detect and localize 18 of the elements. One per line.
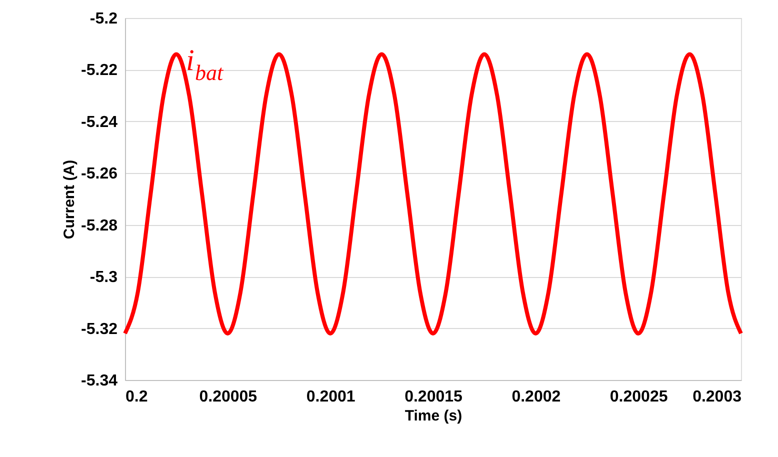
y-tick-label: -5.34 [81,372,118,390]
x-tick-label: 0.20005 [199,388,258,406]
y-tick-label: -5.26 [81,166,118,183]
x-tick-label: 0.2001 [306,388,356,406]
y-axis-title: Current (A) [61,160,78,240]
y-tick-label: -5.3 [90,269,118,286]
x-tick-label: 0.2002 [512,388,561,406]
x-tick-label: 0.2003 [692,388,742,406]
y-tick-label: -5.28 [81,217,118,234]
y-tick-label: -5.24 [81,114,118,131]
y-tick-label: -5.22 [81,62,118,80]
x-tick-label: 0.2 [126,388,148,406]
x-axis-title: Time (s) [404,408,462,424]
line-series [123,52,743,336]
y-tick-label: -5.32 [81,320,118,338]
x-tick-label: 0.20025 [610,388,668,406]
y-tick-label: -5.2 [90,10,118,28]
x-tick-label: 0.20015 [404,388,463,406]
